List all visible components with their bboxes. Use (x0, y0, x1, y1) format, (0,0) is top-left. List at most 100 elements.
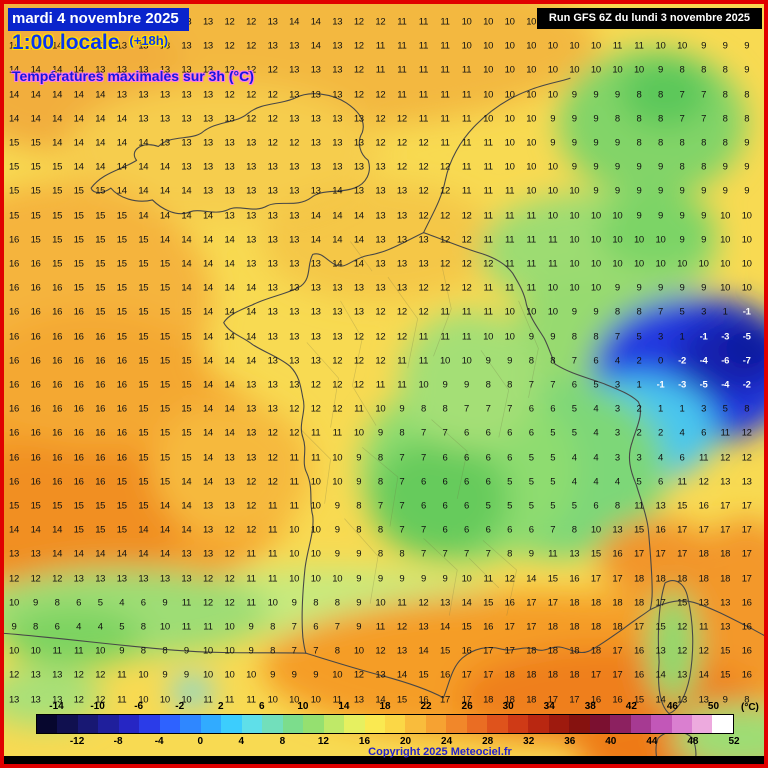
temp-value: 3 (658, 331, 663, 343)
temp-value: 11 (634, 40, 644, 52)
temp-value: 14 (73, 548, 84, 560)
temp-value: 12 (246, 89, 257, 101)
temp-value: 10 (483, 89, 494, 101)
temp-value: 15 (181, 306, 192, 318)
temp-value: 14 (138, 185, 149, 197)
temp-value: 6 (140, 597, 146, 609)
temp-value: 12 (73, 694, 84, 706)
temp-value: 16 (30, 306, 41, 318)
temp-value: 13 (310, 258, 321, 270)
temp-value: 9 (658, 185, 663, 197)
temp-value: 2 (658, 427, 663, 439)
temp-value: 8 (658, 113, 663, 125)
temp-value: 15 (52, 185, 63, 197)
temp-value: 17 (720, 524, 731, 536)
temp-value: 13 (289, 282, 300, 294)
temp-value: 12 (396, 113, 407, 125)
temp-value: 6 (701, 427, 707, 439)
temp-value: 9 (248, 621, 254, 633)
temp-value: 14 (224, 258, 235, 270)
temp-value: 12 (267, 427, 278, 439)
temp-value: 10 (181, 694, 192, 706)
temp-value: 9 (248, 645, 254, 657)
temp-value: 14 (116, 548, 127, 560)
temp-value: 13 (9, 548, 19, 560)
temp-value: 16 (30, 403, 41, 415)
temp-value: 11 (117, 694, 127, 706)
temp-value: 11 (397, 89, 407, 101)
temp-value: 9 (119, 645, 125, 657)
temp-value: 11 (505, 282, 515, 294)
temp-value: 15 (461, 621, 472, 633)
temp-value: 14 (655, 669, 666, 681)
temp-value: 13 (310, 355, 321, 367)
temp-value: 11 (505, 210, 515, 222)
temp-value: 15 (73, 234, 84, 246)
temp-value: 14 (73, 64, 84, 76)
temp-value: 6 (420, 500, 426, 512)
temp-value: 12 (483, 258, 494, 270)
temp-value: 13 (289, 355, 300, 367)
temp-value: 9 (722, 185, 728, 197)
temp-value: 8 (528, 355, 534, 367)
temp-value: 10 (483, 331, 494, 343)
temp-value: 10 (612, 258, 623, 270)
temp-value: 12 (267, 89, 278, 101)
temp-value: 8 (593, 331, 599, 343)
temp-value: 12 (224, 548, 235, 560)
temp-value: 13 (52, 694, 63, 706)
temp-value: 12 (267, 452, 278, 464)
temp-value: 13 (310, 64, 321, 76)
temp-value: 9 (679, 185, 685, 197)
temp-value: 12 (677, 621, 688, 633)
temp-value: 8 (571, 331, 577, 343)
temp-value: 9 (701, 282, 707, 294)
temp-value: 11 (698, 621, 709, 633)
temp-value: 12 (396, 306, 407, 318)
temp-value: 2 (636, 355, 642, 367)
temp-value: 7 (507, 403, 513, 415)
temp-value: 10 (526, 64, 537, 76)
temp-value: 12 (440, 185, 450, 197)
temp-value: 2 (636, 403, 642, 415)
temp-value: 9 (701, 210, 707, 222)
temp-value: 17 (655, 548, 666, 560)
temp-value: 12 (461, 282, 472, 294)
temp-value: 16 (95, 403, 106, 415)
temp-value: 18 (547, 669, 558, 681)
temp-value: 9 (722, 40, 728, 52)
temp-value: 16 (30, 258, 41, 270)
temp-value: 15 (30, 137, 41, 149)
temp-value: 15 (138, 452, 149, 464)
temp-value: 6 (420, 476, 426, 488)
temp-value: 13 (396, 645, 407, 657)
temp-value: 1 (658, 403, 663, 415)
temp-value: 13 (332, 137, 343, 149)
temp-value: 9 (571, 113, 577, 125)
temp-value: 11 (548, 548, 558, 560)
temp-value: 8 (140, 645, 146, 657)
temp-value: 11 (483, 210, 493, 222)
temp-value: 12 (95, 694, 106, 706)
temp-value: 12 (353, 64, 364, 76)
temp-value: 9 (744, 161, 750, 173)
temp-value: 15 (116, 210, 127, 222)
temp-value: 7 (313, 645, 319, 657)
temp-value: 18 (720, 573, 731, 585)
temp-value: 8 (701, 137, 707, 149)
temp-value: 6 (442, 500, 448, 512)
temp-value: -2 (742, 379, 751, 391)
temp-value: 7 (464, 403, 470, 415)
temp-value: 13 (332, 306, 343, 318)
temp-value: 10 (720, 282, 731, 294)
temp-value: 16 (52, 379, 63, 391)
temp-value: 4 (614, 476, 620, 488)
temp-value: 10 (267, 694, 278, 706)
temp-value: 14 (461, 597, 472, 609)
temp-value: 12 (698, 476, 709, 488)
temp-value: 15 (95, 500, 106, 512)
temp-value: 9 (550, 331, 556, 343)
temp-value: 16 (9, 234, 19, 246)
temp-value: 10 (569, 282, 580, 294)
temp-value: 18 (612, 597, 623, 609)
